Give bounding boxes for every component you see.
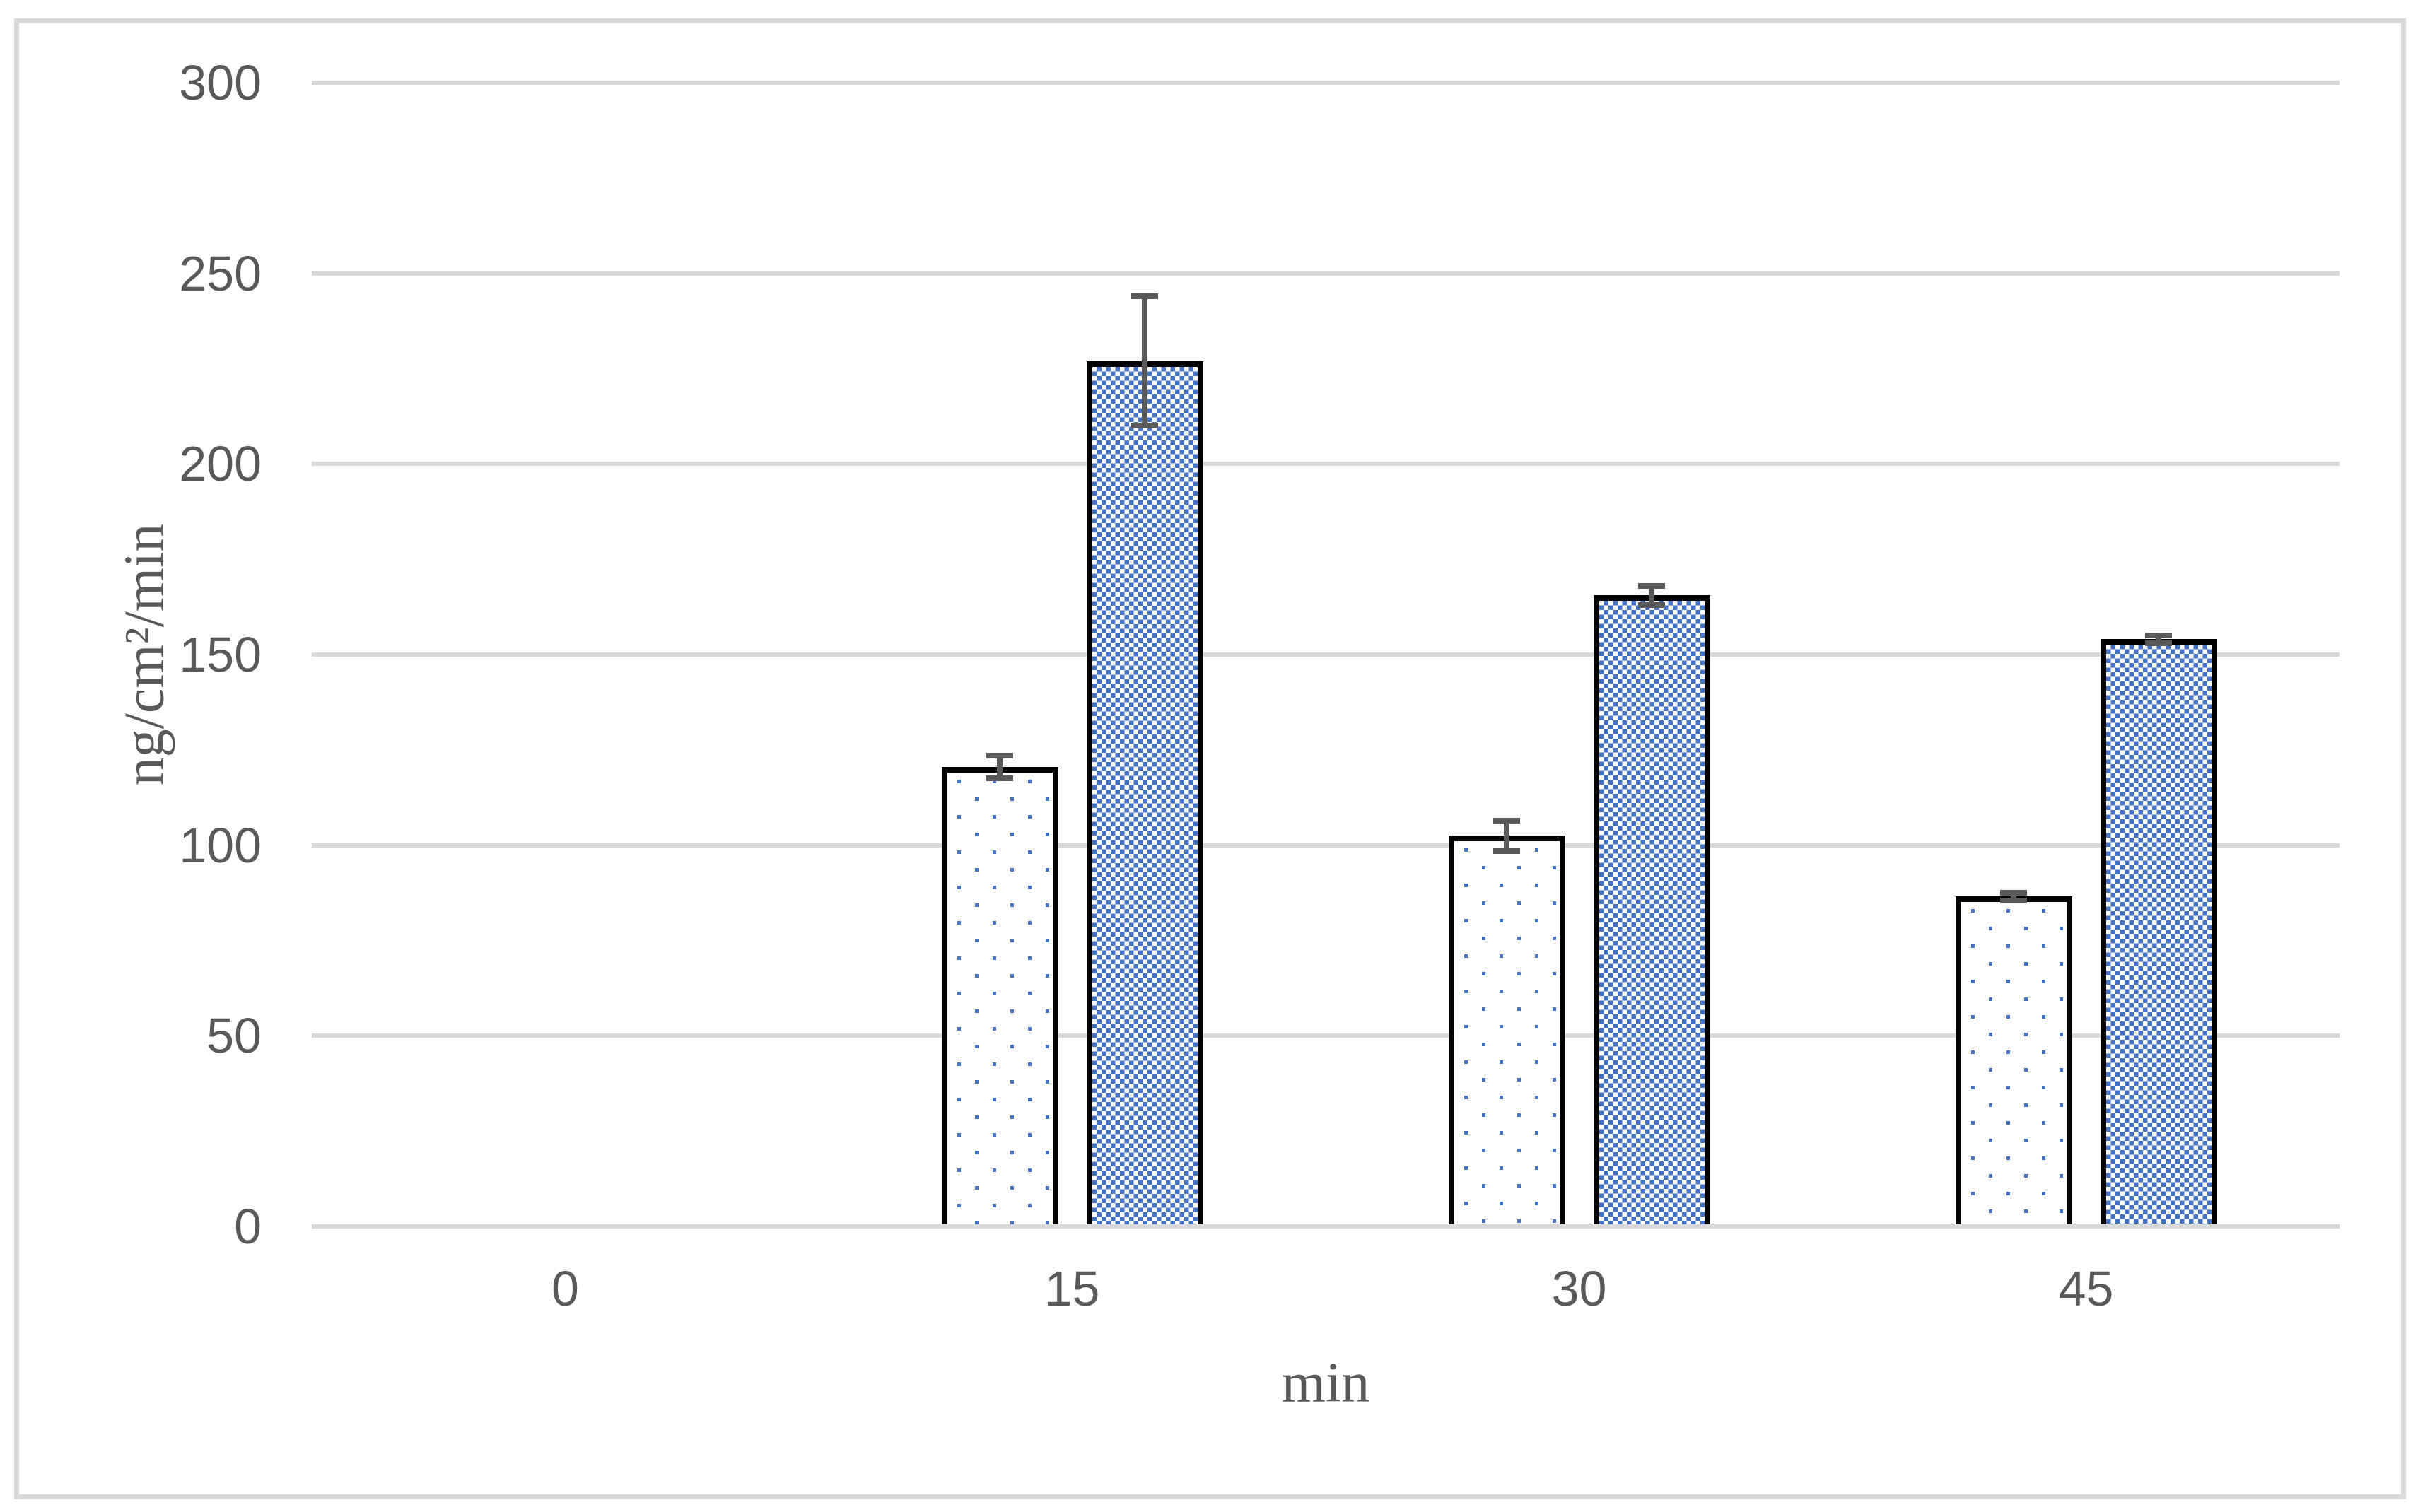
y-tick-label-250: 250 bbox=[179, 245, 262, 301]
y-tick-label-100: 100 bbox=[179, 817, 262, 873]
bar-dotted-45 bbox=[1955, 896, 2072, 1229]
error-bar-stem-checkered-45 bbox=[2156, 635, 2161, 643]
y-tick-label-0: 0 bbox=[234, 1199, 262, 1254]
gridline-250 bbox=[312, 271, 2340, 276]
error-bar-bottom-cap-checkered-30 bbox=[1638, 602, 1665, 608]
error-bar-stem-dotted-45 bbox=[2011, 893, 2016, 901]
y-tick-label-300: 300 bbox=[179, 55, 262, 110]
gridline-0 bbox=[312, 1224, 2340, 1229]
bar-dotted-30 bbox=[1448, 836, 1565, 1229]
error-bar-top-cap-checkered-15 bbox=[1131, 293, 1158, 300]
gridline-150 bbox=[312, 652, 2340, 657]
error-bar-stem-checkered-15 bbox=[1142, 296, 1147, 426]
x-tick-label-0: 0 bbox=[551, 1261, 579, 1316]
gridline-200 bbox=[312, 462, 2340, 467]
bar-checkered-15 bbox=[1086, 361, 1203, 1229]
bar-checkered-45 bbox=[2100, 639, 2217, 1229]
y-tick-label-200: 200 bbox=[179, 436, 262, 492]
error-bar-top-cap-dotted-30 bbox=[1493, 817, 1520, 824]
error-bar-top-cap-checkered-30 bbox=[1638, 582, 1665, 589]
x-tick-label-15: 15 bbox=[1044, 1261, 1100, 1316]
y-tick-label-50: 50 bbox=[206, 1008, 262, 1064]
y-tick-label-150: 150 bbox=[179, 627, 262, 682]
gridline-100 bbox=[312, 843, 2340, 848]
error-bar-bottom-cap-checkered-45 bbox=[2145, 640, 2172, 646]
error-bar-bottom-cap-checkered-15 bbox=[1131, 423, 1158, 429]
error-bar-top-cap-checkered-45 bbox=[2145, 633, 2172, 639]
bar-dotted-15 bbox=[941, 767, 1058, 1229]
x-tick-label-30: 30 bbox=[1551, 1261, 1607, 1316]
x-tick-label-45: 45 bbox=[2058, 1261, 2114, 1316]
gridline-50 bbox=[312, 1033, 2340, 1038]
error-bar-bottom-cap-dotted-30 bbox=[1493, 848, 1520, 854]
error-bar-stem-checkered-30 bbox=[1649, 585, 1654, 605]
error-bar-top-cap-dotted-15 bbox=[986, 752, 1013, 758]
chart-frame bbox=[14, 18, 2406, 1499]
error-bar-stem-dotted-15 bbox=[997, 755, 1003, 779]
error-bar-bottom-cap-dotted-45 bbox=[2000, 897, 2027, 903]
gridline-300 bbox=[312, 81, 2340, 85]
bar-checkered-30 bbox=[1593, 595, 1710, 1229]
error-bar-stem-dotted-30 bbox=[1504, 820, 1509, 851]
error-bar-top-cap-dotted-45 bbox=[2000, 890, 2027, 896]
error-bar-bottom-cap-dotted-15 bbox=[986, 775, 1013, 782]
x-axis-title: min bbox=[1281, 1352, 1370, 1414]
